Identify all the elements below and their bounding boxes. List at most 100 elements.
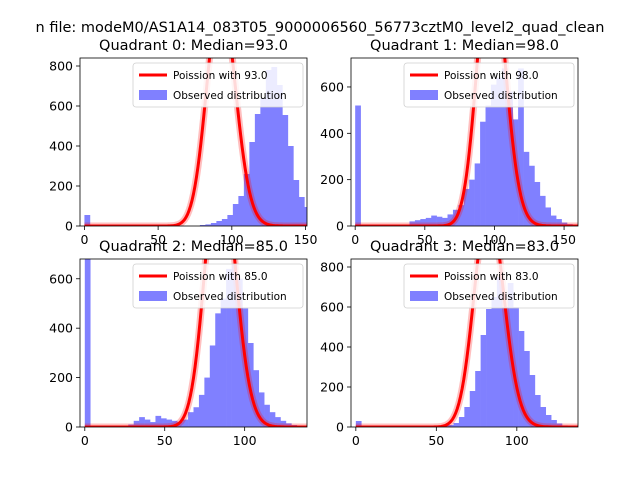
histogram-bar [282, 115, 289, 226]
histogram-bar [177, 422, 183, 427]
histogram-bar [496, 277, 503, 427]
histogram-bar [463, 188, 470, 226]
x-tick-label: 0 [81, 433, 89, 448]
histogram-bar [139, 417, 145, 427]
legend: Poission with 83.0 Observed distribution [403, 263, 575, 309]
poisson-curve [355, 259, 578, 427]
subplot-3: 0 50 100 0 200 400 600 800 Quadrant 3: Median=83… [320, 239, 579, 448]
y-tick-label: 400 [49, 139, 73, 154]
histogram-bar [293, 180, 300, 226]
legend-box [132, 263, 304, 309]
histogram-bar [205, 224, 212, 226]
legend: Poission with 93.0 Observed distribution [132, 62, 304, 108]
histogram-bar [502, 307, 509, 427]
histogram-bar [420, 219, 427, 226]
histogram-bar [534, 181, 541, 226]
x-tick-label: 150 [294, 232, 318, 247]
histogram-bar [534, 395, 541, 427]
histogram-bar [258, 392, 265, 427]
histogram-bar [464, 407, 471, 427]
histogram-bar [269, 412, 276, 427]
y-tick-label: 0 [65, 420, 73, 435]
x-tick-label: 100 [505, 433, 529, 448]
histogram-bar [436, 216, 443, 226]
histogram-bar [540, 407, 547, 427]
histogram-bar [298, 197, 305, 226]
subplot-title: Quadrant 3: Median=83.0 [370, 239, 559, 255]
y-tick-label: 800 [49, 59, 73, 74]
histogram-bar [550, 215, 557, 226]
y-tick-label: 600 [320, 300, 344, 315]
histogram-bar [414, 220, 421, 226]
histogram-bar [545, 207, 552, 226]
histogram-bar [551, 420, 557, 427]
histogram-bar [409, 221, 416, 226]
histogram-bar [271, 67, 278, 226]
y-tick-label: 400 [49, 321, 73, 336]
histogram-bar [480, 121, 486, 226]
histogram-bar [249, 142, 256, 226]
x-tick-label: 50 [150, 232, 166, 247]
histogram-bar [188, 412, 194, 427]
histogram-bar [232, 204, 239, 226]
histogram-bar [238, 196, 245, 226]
histogram-bar [501, 68, 508, 226]
histogram-bar [265, 70, 272, 226]
subplot-title: Quadrant 2: Median=85.0 [99, 239, 288, 255]
histogram-bar [216, 221, 223, 226]
x-tick-label: 50 [428, 433, 444, 448]
histogram-bar [458, 417, 465, 427]
histogram-bar [524, 351, 530, 427]
legend: Poission with 85.0 Observed distribution [132, 263, 304, 309]
histogram-bar [133, 420, 140, 427]
legend-box [132, 62, 304, 108]
histogram-bars [355, 68, 573, 226]
histogram-bar [529, 375, 536, 427]
histogram-bar [280, 420, 287, 427]
histogram-bar [474, 163, 481, 226]
poisson-curve-glow [82, 58, 307, 226]
poisson-curve-glow [82, 259, 307, 427]
histogram-bar [518, 331, 525, 427]
histogram-bar [160, 418, 167, 427]
legend: Poission with 98.0 Observed distribution [403, 62, 575, 108]
poisson-curve-glow [353, 58, 578, 226]
histogram-bar [448, 425, 454, 427]
histogram-bar [182, 419, 189, 427]
x-tick-label: 150 [552, 232, 576, 247]
y-tick-label: 200 [49, 179, 73, 194]
y-tick-label: 0 [65, 219, 73, 234]
axes-frame [79, 258, 308, 428]
y-tick-label: 200 [320, 172, 344, 187]
y-tick-label: 800 [320, 260, 344, 275]
legend-label-poisson: Poission with 98.0 [444, 70, 539, 82]
poisson-curve [84, 58, 307, 226]
x-tick-label: 0 [80, 232, 88, 247]
poisson-curve-glow [353, 259, 578, 427]
histogram-bar [442, 217, 448, 226]
legend-hist-swatch [139, 90, 167, 100]
histogram-bar [166, 419, 173, 427]
y-tick-label: 600 [320, 79, 344, 94]
histogram-bar [209, 345, 216, 427]
histogram-bar [215, 313, 221, 427]
y-tick-label: 600 [49, 99, 73, 114]
histogram-bar [431, 215, 437, 226]
histogram-bar [485, 105, 492, 226]
subplot-title: Quadrant 0: Median=93.0 [99, 38, 288, 54]
histogram-bar [528, 165, 535, 226]
histogram-bar [276, 85, 283, 226]
axes-frame [350, 57, 579, 227]
axes-frame [79, 57, 308, 227]
histogram-bar [304, 207, 307, 226]
legend-box [403, 62, 575, 108]
histogram-bar [287, 146, 294, 226]
x-tick-label: 50 [157, 433, 173, 448]
histogram-bars [84, 67, 307, 226]
histogram-bar [260, 98, 267, 226]
histogram-bar [236, 278, 243, 427]
histogram-bar [453, 423, 460, 427]
legend-box [403, 263, 575, 309]
y-tick-label: 0 [336, 219, 344, 234]
